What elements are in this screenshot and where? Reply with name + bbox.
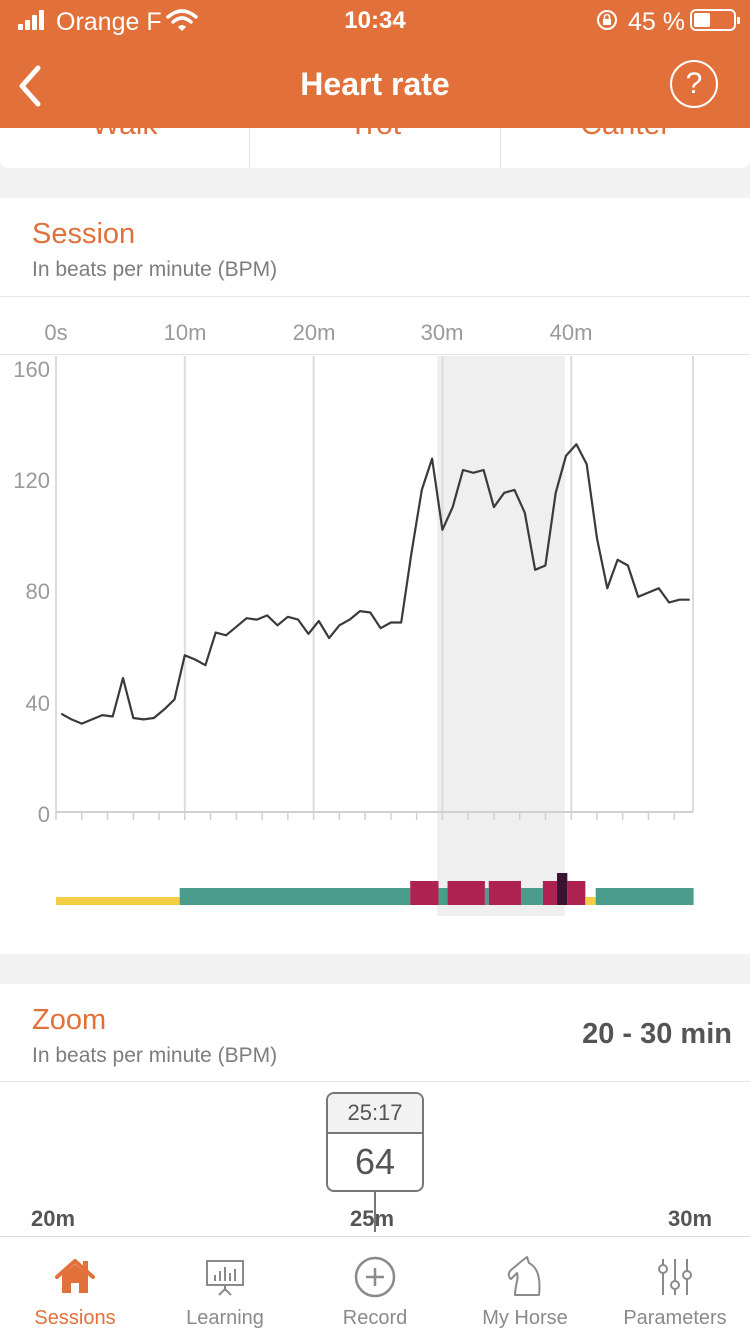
status-time: 10:34 [344, 7, 406, 34]
gait-segment-gallop [557, 873, 568, 905]
home-icon [55, 1259, 95, 1293]
signal-icon [18, 10, 48, 30]
gait-segment-canter [488, 881, 521, 905]
zoom-cursor-handle[interactable] [374, 1192, 376, 1232]
tab-learning[interactable]: Learning [150, 1237, 300, 1334]
presentation-board-icon [206, 1260, 244, 1296]
heart-rate-chart[interactable] [0, 198, 750, 954]
gait-segment-canter [542, 881, 558, 905]
rotation-lock-icon [597, 10, 617, 30]
help-button[interactable]: ? [670, 60, 718, 108]
session-title: Session [32, 218, 136, 250]
highlight-range [437, 356, 565, 916]
gait-segment-trot [595, 888, 694, 905]
zoom-range-label: 20 - 30 min [582, 1018, 732, 1050]
gait-summary-row: Walk Trot Canter [0, 128, 750, 168]
tab-label: Parameters [623, 1307, 727, 1329]
x-tick-label: 0s [44, 320, 68, 345]
session-subtitle: In beats per minute (BPM) [32, 258, 278, 281]
wifi-icon [166, 9, 198, 31]
zoom-tick-label: 25m [350, 1206, 395, 1231]
x-tick-label: 40m [549, 320, 593, 345]
gait-segment-trot [484, 888, 489, 905]
tab-label: My Horse [482, 1307, 568, 1329]
zoom-tick-label: 30m [668, 1206, 713, 1231]
carrier-name: Orange F [56, 8, 162, 36]
y-tick-label: 40 [25, 691, 50, 716]
tooltip-time: 25:17 [328, 1094, 422, 1134]
zoom-subtitle: In beats per minute (BPM) [32, 1044, 278, 1067]
battery-icon [690, 9, 740, 31]
gait-segment-canter [447, 881, 485, 905]
status-bar: Orange F 10:34 45 % [0, 0, 750, 44]
x-tick-label: 30m [420, 320, 464, 345]
x-tick-label: 20m [292, 320, 336, 345]
tab-my-horse[interactable]: My Horse [450, 1237, 600, 1334]
gait-segment-walk [56, 897, 180, 905]
zoom-chart-card: Zoom In beats per minute (BPM) 20 - 30 m… [0, 984, 750, 1236]
plus-circle-icon [354, 1256, 396, 1298]
tab-label: Learning [186, 1307, 264, 1329]
gait-card-walk[interactable]: Walk [0, 128, 251, 168]
zoom-title: Zoom [32, 1004, 107, 1036]
back-button[interactable] [10, 60, 54, 112]
horse-head-icon [507, 1256, 541, 1296]
gait-segment-canter [567, 881, 586, 905]
gait-segment-trot [520, 888, 543, 905]
tab-parameters[interactable]: Parameters [600, 1237, 750, 1334]
y-tick-label: 0 [37, 802, 50, 827]
page-title: Heart rate [300, 66, 450, 102]
battery-percent: 45 % [628, 8, 685, 36]
gait-segment-canter [410, 881, 439, 905]
session-chart-card: Session In beats per minute (BPM) 0s 10m… [0, 198, 750, 954]
tab-bar: Sessions Learning Record My Horse [0, 1236, 750, 1334]
gait-card-trot[interactable]: Trot [250, 128, 501, 168]
sliders-icon [658, 1259, 692, 1295]
x-tick-label: 10m [163, 320, 207, 345]
tab-sessions[interactable]: Sessions [0, 1237, 150, 1334]
top-bar: Orange F 10:34 45 % Heart rate ? [0, 0, 750, 128]
y-tick-label: 120 [13, 468, 50, 493]
value-tooltip: 25:17 64 [326, 1092, 424, 1192]
zoom-tick-label: 20m [31, 1206, 76, 1231]
gait-segment-walk [585, 897, 596, 905]
tooltip-value: 64 [354, 1141, 396, 1182]
y-tick-label: 80 [25, 579, 50, 604]
gait-card-canter[interactable]: Canter [501, 128, 750, 168]
tab-label: Sessions [34, 1307, 116, 1329]
navigation-bar: Heart rate ? [0, 44, 750, 128]
heart-rate-line [60, 443, 690, 725]
gait-segment-trot [179, 888, 411, 905]
tab-label: Record [342, 1307, 408, 1329]
y-tick-label: 160 [13, 357, 50, 382]
gait-segment-trot [438, 888, 448, 905]
tab-record[interactable]: Record [300, 1237, 450, 1334]
